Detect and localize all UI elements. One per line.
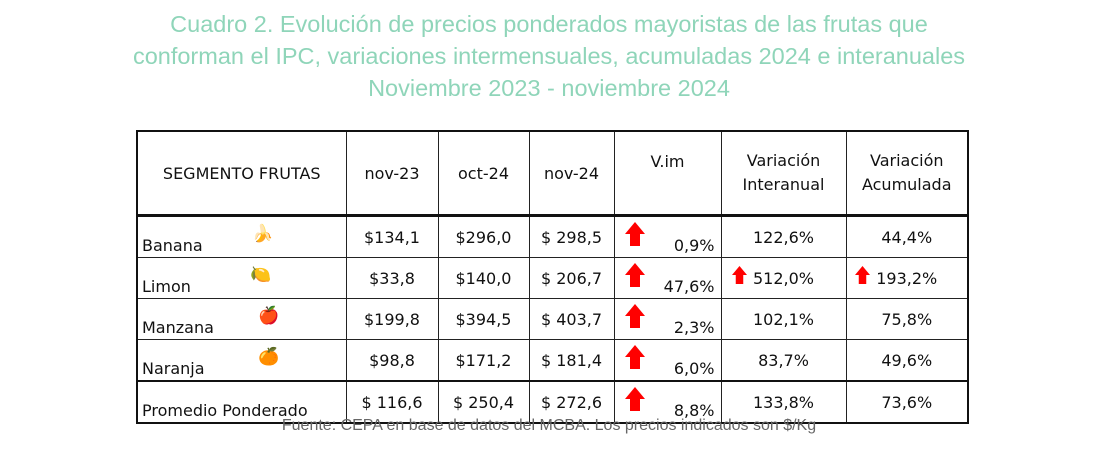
- interanual-cell: 83,7%: [720, 339, 847, 382]
- oct24-cell: $296,0: [437, 215, 530, 258]
- nov23-cell: $134,1: [345, 215, 439, 258]
- acumulada-value: 49,6%: [881, 350, 933, 370]
- header-row: SEGMENTO FRUTAS nov-23 oct-24 nov-24 V.i…: [136, 130, 969, 217]
- nov23-cell: $98,8: [345, 339, 439, 382]
- acumulada-value: 75,8%: [881, 309, 933, 329]
- banana-icon: 🍌: [252, 224, 274, 244]
- nov23-cell: $ 116,6: [345, 380, 439, 424]
- acumulada-cell: 193,2%: [845, 257, 969, 299]
- vim-cell: 6,0%: [613, 339, 722, 382]
- table-row: Manzana 🍎 $199,8 $394,5 $ 403,7 2,3% 102,1% 75,…: [136, 298, 969, 340]
- arrow-up-icon: [624, 222, 645, 248]
- oct24-cell: $140,0: [437, 257, 530, 299]
- acumulada-cell: 75,8%: [845, 298, 969, 340]
- arrow-up-icon: [624, 387, 645, 413]
- interanual-cell: 102,1%: [720, 298, 847, 340]
- fruit-name: Banana: [142, 236, 203, 255]
- arrow-up-icon: [624, 345, 645, 371]
- vim-value: 47,6%: [663, 277, 715, 296]
- nov24-cell: $ 206,7: [528, 257, 615, 299]
- arrow-up-icon: [731, 266, 747, 286]
- oct24-cell: $171,2: [437, 339, 530, 382]
- table-title: Cuadro 2. Evolución de precios ponderado…: [0, 8, 1098, 104]
- acumulada-cell: 44,4%: [845, 215, 969, 258]
- fruit-name: Limon: [142, 277, 191, 296]
- nov24-cell: $ 298,5: [528, 215, 615, 258]
- acumulada-cell: 73,6%: [845, 380, 969, 424]
- fruit-name-cell: Promedio Ponderado: [136, 380, 347, 424]
- title-line: conforman el IPC, variaciones intermensu…: [132, 43, 966, 69]
- price-table: SEGMENTO FRUTAS nov-23 oct-24 nov-24 V.i…: [136, 130, 969, 424]
- oct24-cell: $394,5: [437, 298, 530, 340]
- title-line: Noviembre 2023 - noviembre 2024: [368, 75, 730, 101]
- lemon-icon: 🍋: [250, 265, 272, 285]
- header-oct24: oct-24: [437, 130, 530, 217]
- interanual-value: 102,1%: [752, 309, 814, 329]
- header-nov23: nov-23: [345, 130, 439, 217]
- table-row: Naranja 🍊 $98,8 $171,2 $ 181,4 6,0% 83,7% 49,6%: [136, 339, 969, 382]
- acumulada-value: 73,6%: [881, 392, 933, 412]
- fruit-name: Promedio Ponderado: [142, 401, 308, 420]
- interanual-cell: 133,8%: [720, 380, 847, 424]
- vim-cell: 2,3%: [613, 298, 722, 340]
- orange-icon: 🍊: [258, 347, 280, 367]
- header-acumulada: Variación Acumulada: [845, 130, 969, 217]
- nov23-cell: $33,8: [345, 257, 439, 299]
- fruit-name-cell: Banana 🍌: [136, 215, 347, 258]
- table-row: Promedio Ponderado $ 116,6 $ 250,4 $ 272,6 8…: [136, 380, 969, 424]
- fruit-name: Naranja: [142, 359, 205, 378]
- interanual-cell: 512,0%: [720, 257, 847, 299]
- title-line: Cuadro 2. Evolución de precios ponderado…: [170, 11, 928, 37]
- header-interanual: Variación Interanual: [720, 130, 847, 217]
- arrow-up-icon: [624, 263, 645, 289]
- nov24-cell: $ 403,7: [528, 298, 615, 340]
- nov24-cell: $ 181,4: [528, 339, 615, 382]
- header-vim: V.im: [613, 130, 722, 217]
- header-segment: SEGMENTO FRUTAS: [136, 130, 347, 217]
- vim-cell: 0,9%: [613, 215, 722, 258]
- vim-value: 2,3%: [673, 318, 715, 337]
- vim-value: 8,8%: [673, 401, 715, 420]
- header-nov24: nov-24: [528, 130, 615, 217]
- fruit-name-cell: Manzana 🍎: [136, 298, 347, 340]
- vim-cell: 47,6%: [613, 257, 722, 299]
- acumulada-value: 193,2%: [876, 268, 938, 288]
- arrow-up-icon: [854, 266, 870, 286]
- fruit-name: Manzana: [142, 318, 214, 337]
- fruit-name-cell: Naranja 🍊: [136, 339, 347, 382]
- table-row: Banana 🍌 $134,1 $296,0 $ 298,5 0,9% 122,6% 44,4…: [136, 215, 969, 258]
- arrow-up-icon: [624, 304, 645, 330]
- fruit-name-cell: Limon 🍋: [136, 257, 347, 299]
- apple-icon: 🍎: [258, 306, 280, 326]
- nov24-cell: $ 272,6: [528, 380, 615, 424]
- vim-value: 6,0%: [673, 359, 715, 378]
- interanual-cell: 122,6%: [720, 215, 847, 258]
- interanual-value: 512,0%: [752, 268, 814, 288]
- table-row: Limon 🍋 $33,8 $140,0 $ 206,7 47,6% 512,0% 193,2…: [136, 257, 969, 299]
- source-note: Fuente: CEPA en base de datos del MCBA. …: [281, 417, 817, 434]
- acumulada-value: 44,4%: [881, 227, 933, 247]
- acumulada-cell: 49,6%: [845, 339, 969, 382]
- interanual-value: 122,6%: [752, 227, 814, 247]
- nov23-cell: $199,8: [345, 298, 439, 340]
- interanual-value: 133,8%: [752, 392, 814, 412]
- vim-value: 0,9%: [673, 236, 715, 255]
- interanual-value: 83,7%: [758, 350, 809, 370]
